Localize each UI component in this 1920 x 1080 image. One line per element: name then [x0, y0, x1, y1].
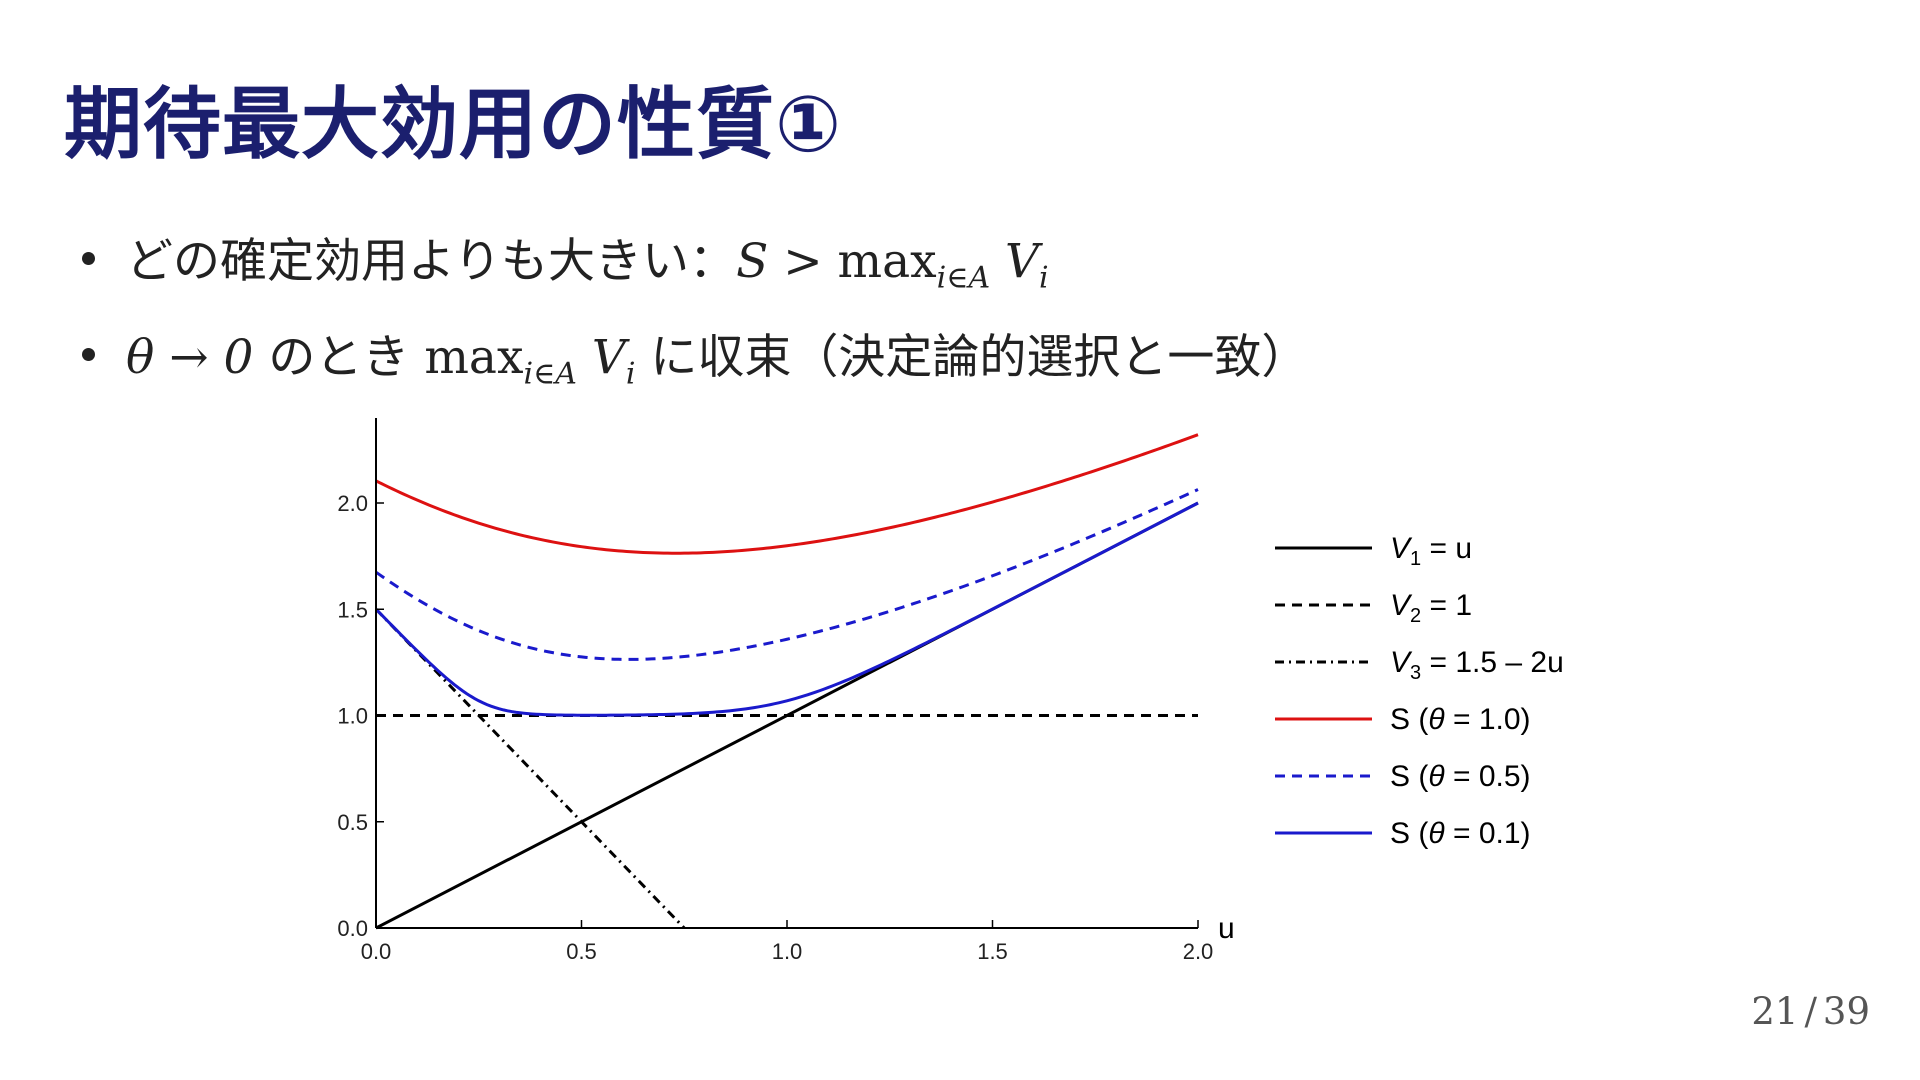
series-line-6 [374, 501, 1199, 717]
legend-label-6: S (θ = 0.1) [1390, 817, 1531, 850]
page-separator: / [1804, 990, 1817, 1033]
y-tick-label: 1.5 [337, 597, 368, 622]
series-line-5 [375, 488, 1199, 661]
y-tick-label: 1.0 [337, 704, 368, 729]
legend-var: V [1390, 646, 1413, 679]
x-tick-label: 0.0 [361, 939, 392, 964]
legend-value: = 0.5) [1445, 760, 1531, 793]
legend-value: = 1.0) [1445, 703, 1531, 736]
page-number: 21/39 [1751, 990, 1870, 1033]
y-tick-label: 0.0 [337, 916, 368, 941]
legend-var-subscript: 2 [1410, 605, 1421, 627]
x-tick-label: 1.0 [772, 939, 803, 964]
page-total: 39 [1822, 990, 1870, 1033]
y-tick-label: 2.0 [337, 491, 368, 516]
x-axis-label: u [1218, 912, 1235, 945]
math-max: max [837, 234, 937, 289]
math-max: max [424, 330, 524, 385]
bullet-text: どの確定効用よりも大きい：S > maxi∈A Vi [126, 234, 1049, 295]
legend-theta: θ [1428, 817, 1445, 850]
bullet-text: θ → 0 のとき maxi∈A Vi に収束（決定論的選択と一致） [126, 330, 1309, 391]
legend-expression: = u [1421, 532, 1472, 565]
page-current: 21 [1751, 990, 1799, 1033]
legend-var-subscript: 3 [1410, 662, 1421, 684]
math-inequality: S > [736, 234, 838, 289]
legend-var-subscript: 1 [1410, 548, 1421, 570]
slide-title: 期待最大効用の性質① [64, 80, 843, 170]
legend-label-1: V1 = u [1390, 532, 1472, 570]
series-line-4 [375, 433, 1199, 555]
legend-theta: θ [1428, 760, 1445, 793]
legend-prefix: S ( [1390, 817, 1428, 850]
bullet-marker [82, 252, 95, 265]
bullet-item-2: θ → 0 のとき maxi∈A Vi に収束（決定論的選択と一致） [82, 326, 1308, 422]
legend-expression: = 1.5 – 2u [1421, 646, 1564, 679]
math-max-subscript: i∈A [936, 260, 991, 296]
legend-label-4: S (θ = 1.0) [1390, 703, 1531, 736]
math-variable-subscript: i [625, 356, 636, 392]
legend-expression: = 1 [1421, 589, 1472, 622]
bullet-list: どの確定効用よりも大きい：S > maxi∈A Vi θ → 0 のとき max… [82, 230, 1308, 422]
bullet-label: どの確定効用よりも大きい： [126, 234, 737, 289]
x-tick-label: 0.5 [566, 939, 597, 964]
y-tick-label: 0.5 [337, 810, 368, 835]
math-limit: θ → 0 [126, 330, 254, 385]
legend-var: V [1390, 589, 1413, 622]
legend-value: = 0.1) [1445, 817, 1531, 850]
legend-theta: θ [1428, 703, 1445, 736]
math-max-subscript: i∈A [523, 356, 577, 392]
math-variable: V [990, 234, 1039, 289]
bullet-label: のとき [253, 330, 425, 385]
legend-label-5: S (θ = 0.5) [1390, 760, 1531, 793]
bullet-item-1: どの確定効用よりも大きい：S > maxi∈A Vi [82, 230, 1308, 326]
bullet-marker [82, 348, 95, 361]
legend-label-3: V3 = 1.5 – 2u [1390, 646, 1564, 684]
math-variable-subscript: i [1039, 260, 1049, 296]
x-tick-label: 2.0 [1183, 939, 1214, 964]
legend-prefix: S ( [1390, 703, 1428, 736]
math-variable: V [576, 330, 626, 385]
legend-var: V [1390, 532, 1413, 565]
legend-prefix: S ( [1390, 760, 1428, 793]
bullet-label-tail: に収束（決定論的選択と一致） [635, 330, 1309, 385]
x-tick-label: 1.5 [977, 939, 1008, 964]
legend-label-2: V2 = 1 [1390, 589, 1472, 627]
